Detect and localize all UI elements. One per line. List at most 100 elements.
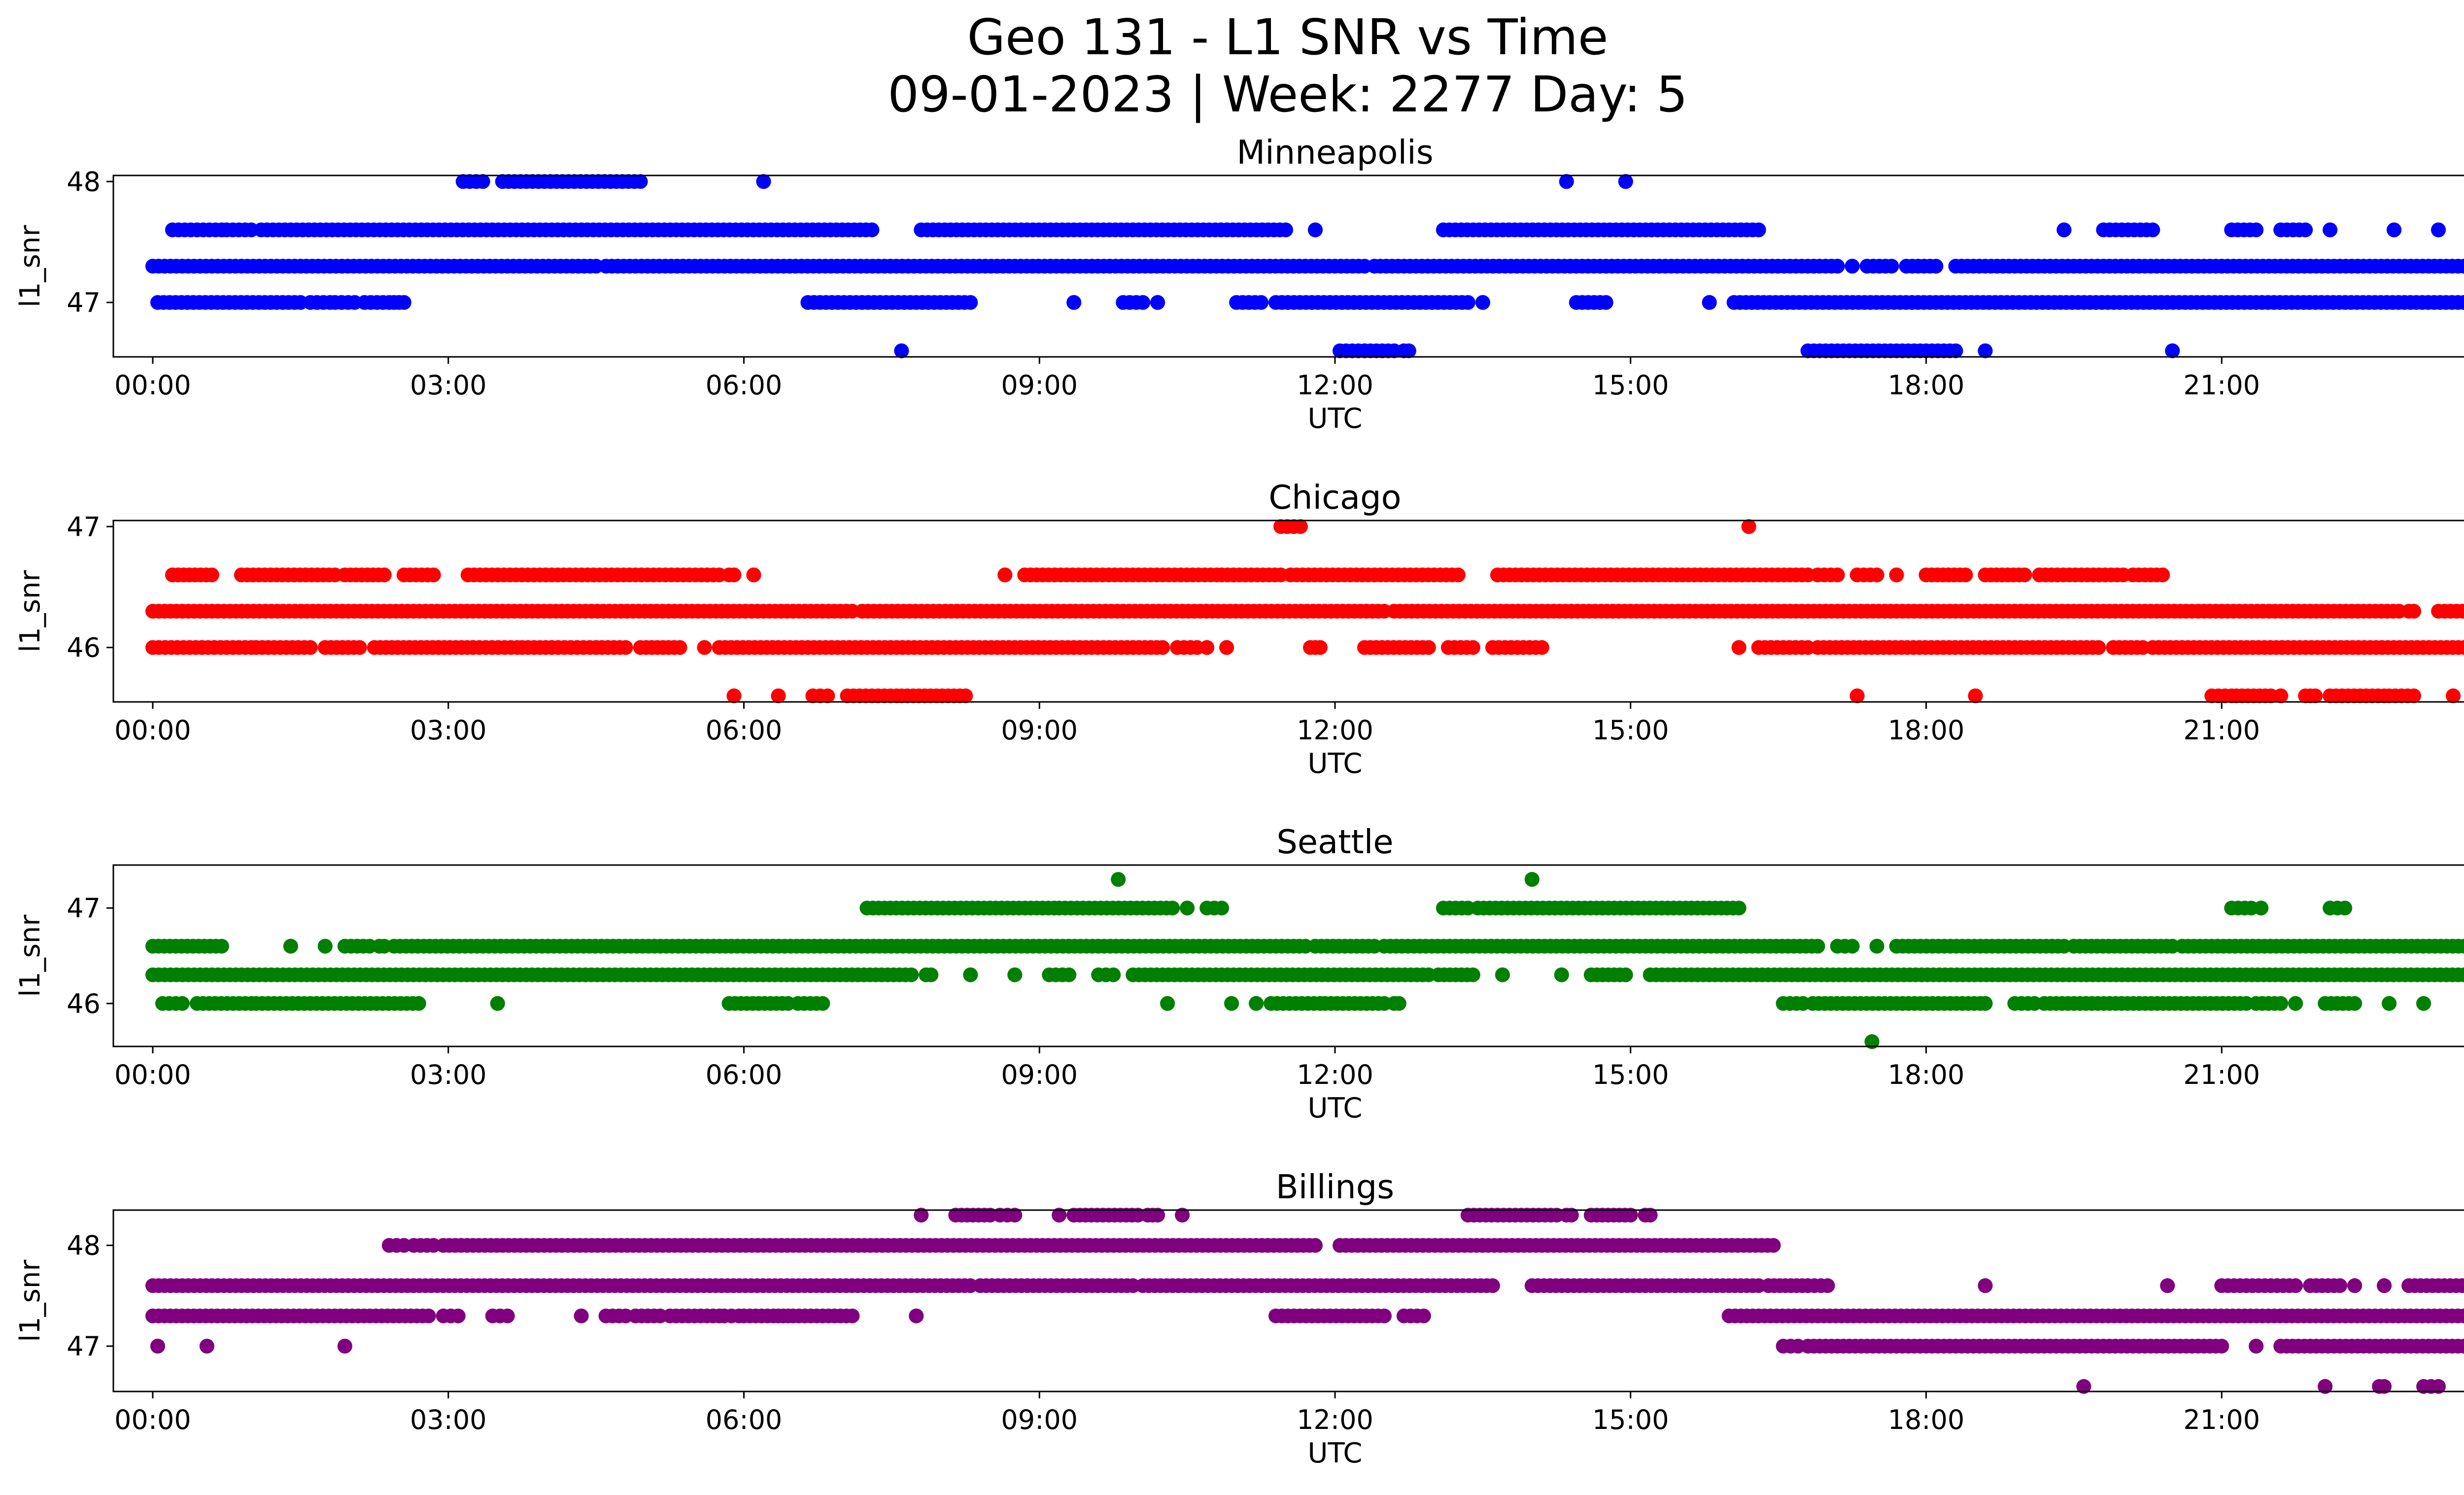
y-tick-label: 46 <box>67 632 101 663</box>
data-point <box>2298 222 2313 238</box>
data-point <box>864 222 880 238</box>
axes-frame-seattle <box>112 864 2464 1047</box>
data-point <box>1884 259 1899 274</box>
data-point <box>958 688 973 703</box>
data-point <box>1928 259 1944 274</box>
data-point <box>2457 1339 2464 1354</box>
data-point <box>2382 996 2397 1011</box>
data-point <box>2455 604 2464 619</box>
data-point <box>771 688 786 703</box>
x-tick-label: 12:00 <box>1297 1404 1373 1435</box>
data-point <box>1249 996 1264 1011</box>
x-tick-label: 03:00 <box>410 1059 487 1090</box>
x-tick-label: 09:00 <box>1001 715 1078 746</box>
x-tick-label: 00:00 <box>114 1404 191 1435</box>
x-tick-label: 18:00 <box>1888 715 1965 746</box>
data-point <box>963 295 978 310</box>
data-point <box>396 295 411 310</box>
data-point <box>1135 295 1151 310</box>
y-axis-label: l1_snr <box>14 914 46 997</box>
panel-title-chicago: Chicago <box>1268 478 1401 517</box>
data-point <box>1564 1208 1579 1223</box>
data-point <box>1214 901 1230 916</box>
data-point <box>2214 1339 2229 1354</box>
data-point <box>1978 343 1993 358</box>
data-point <box>1150 1208 1165 1223</box>
data-point <box>1293 519 1308 534</box>
data-point <box>1820 1278 1835 1293</box>
data-point <box>1416 1308 1431 1323</box>
x-tick-label: 21:00 <box>2183 715 2260 746</box>
x-axis-label: UTC <box>1307 748 1362 780</box>
data-point <box>756 174 771 189</box>
data-point <box>2406 604 2422 619</box>
data-point <box>1554 967 1569 982</box>
data-point <box>1845 939 1860 954</box>
x-tick-label: 06:00 <box>706 715 783 746</box>
figure-subtitle: 09-01-2023 | Week: 2277 Day: 5 <box>888 66 1688 123</box>
data-point <box>672 640 687 655</box>
x-tick-label: 18:00 <box>1888 1059 1965 1090</box>
data-point <box>1869 939 1884 954</box>
y-tick-label: 48 <box>67 166 101 197</box>
data-point <box>2347 1278 2362 1293</box>
data-point <box>2377 1278 2392 1293</box>
x-tick-label: 12:00 <box>1297 715 1373 746</box>
data-point <box>1313 640 1328 655</box>
data-point <box>1741 519 1756 534</box>
data-point <box>2457 967 2464 982</box>
data-point <box>2323 222 2338 238</box>
figure-title: Geo 131 - L1 SNR vs Time <box>967 8 1608 66</box>
data-point <box>2457 939 2464 954</box>
data-point <box>1731 640 1746 655</box>
data-point <box>845 1308 860 1323</box>
y-tick-label: 47 <box>67 1331 101 1362</box>
data-point <box>2288 996 2303 1011</box>
x-tick-label: 03:00 <box>410 715 487 746</box>
data-point <box>2416 996 2431 1011</box>
data-point <box>726 567 742 583</box>
data-point <box>2318 1379 2333 1394</box>
data-point <box>2431 222 2446 238</box>
data-point <box>150 1339 165 1354</box>
y-tick-label: 47 <box>67 511 101 542</box>
data-point <box>1254 295 1269 310</box>
x-axis-label: UTC <box>1307 1092 1362 1124</box>
data-point <box>1830 567 1845 583</box>
data-point <box>1623 1208 1638 1223</box>
data-point <box>1618 967 1633 982</box>
data-point <box>1155 640 1170 655</box>
data-point <box>2056 222 2072 238</box>
data-point <box>2273 996 2289 1011</box>
data-point <box>1052 1208 1067 1223</box>
data-point <box>2249 222 2264 238</box>
data-point <box>2377 1379 2392 1394</box>
data-point <box>1066 295 1082 310</box>
data-point <box>1460 295 1475 310</box>
x-tick-label: 03:00 <box>410 370 487 401</box>
data-point <box>475 174 490 189</box>
data-point <box>1495 967 1510 982</box>
data-point <box>2462 298 2464 307</box>
data-point <box>1308 1238 1323 1253</box>
data-point <box>2347 996 2362 1011</box>
data-point <box>1199 640 1215 655</box>
data-point <box>1377 1308 1392 1323</box>
data-point <box>2332 1278 2348 1293</box>
data-point <box>1485 1278 1500 1293</box>
data-point <box>2463 971 2464 979</box>
x-tick-label: 06:00 <box>706 370 783 401</box>
y-tick-label: 48 <box>67 1230 101 1261</box>
data-point <box>2288 1278 2303 1293</box>
data-point <box>904 967 919 982</box>
x-tick-label: 15:00 <box>1592 715 1669 746</box>
data-point <box>2462 1311 2464 1321</box>
data-point <box>1219 640 1234 655</box>
data-point <box>1278 222 1293 238</box>
data-point <box>1524 872 1540 887</box>
data-point <box>2249 1339 2264 1354</box>
data-point <box>1751 222 1766 238</box>
x-axis-label: UTC <box>1307 403 1362 435</box>
data-point <box>1007 1208 1023 1223</box>
